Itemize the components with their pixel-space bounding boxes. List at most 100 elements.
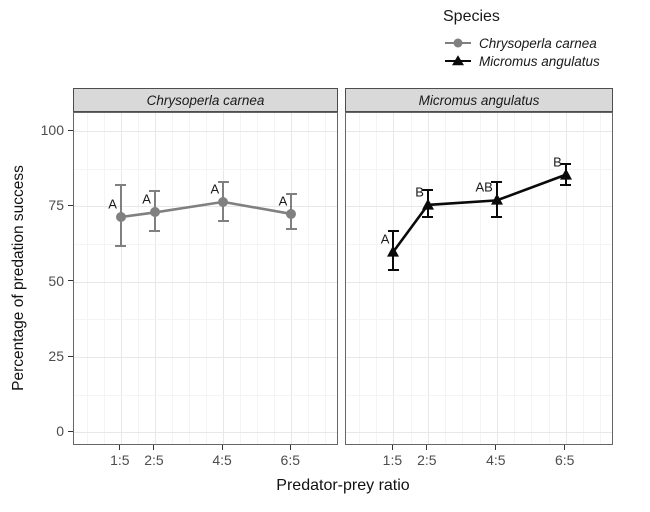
significance-letter: A xyxy=(142,191,151,207)
legend-title: Species xyxy=(443,8,500,25)
y-tick-mark xyxy=(68,129,73,131)
y-tick-label: 25 xyxy=(48,348,64,365)
gridline xyxy=(274,113,276,444)
error-bar-cap xyxy=(115,244,127,247)
error-bar-cap xyxy=(560,184,572,187)
error-bar-cap xyxy=(217,220,229,223)
facet-strip-label: Chrysoperla carnea xyxy=(146,92,265,108)
error-bar-cap xyxy=(422,215,434,218)
gridline xyxy=(74,357,337,359)
x-tick-mark xyxy=(289,445,291,450)
y-axis-title: Percentage of predation success xyxy=(10,165,27,391)
legend-label-chrysoperla: Chrysoperla carnea xyxy=(479,35,597,51)
gridline xyxy=(74,131,337,133)
gridline xyxy=(74,319,337,321)
significance-letter: A xyxy=(210,181,220,197)
gridline xyxy=(325,113,327,444)
error-bar-cap xyxy=(560,163,572,166)
error-bar-cap xyxy=(422,188,434,191)
significance-letter: B xyxy=(415,184,424,200)
gridline xyxy=(346,357,612,359)
gridline xyxy=(74,281,337,283)
gridline xyxy=(103,113,105,444)
x-tick-mark xyxy=(564,445,566,450)
gridline xyxy=(445,113,447,444)
x-tick-label: 1:5 xyxy=(110,452,130,468)
gridline xyxy=(462,113,464,444)
significance-letter: AB xyxy=(475,179,493,195)
error-bar-cap xyxy=(387,268,399,271)
facet-strip-label: Micromus angulatus xyxy=(418,92,540,108)
circle-line-key-icon xyxy=(443,34,473,52)
y-tick-label: 50 xyxy=(48,272,64,289)
significance-letter: A xyxy=(380,231,390,247)
gridline xyxy=(548,113,550,444)
gridline xyxy=(479,113,481,444)
x-tick-label: 4:5 xyxy=(212,452,232,468)
x-tick-mark xyxy=(495,445,497,450)
gridline xyxy=(240,113,242,444)
significance-letter: A xyxy=(278,193,288,209)
gridline xyxy=(346,244,612,246)
error-bar-cap xyxy=(149,229,161,232)
gridline xyxy=(427,113,429,444)
gridline xyxy=(74,168,337,170)
x-tick-label: 2:5 xyxy=(144,452,164,468)
gridline xyxy=(74,394,337,396)
gridline xyxy=(376,113,378,444)
x-tick-mark xyxy=(153,445,155,450)
x-tick-label: 4:5 xyxy=(486,452,506,468)
error-bar-cap xyxy=(217,181,229,184)
series-line xyxy=(392,173,567,253)
x-tick-label: 2:5 xyxy=(417,452,437,468)
data-point xyxy=(421,198,434,210)
gridline xyxy=(206,113,208,444)
plot-panel-micromus: A B AB B xyxy=(345,112,613,445)
data-point xyxy=(286,208,297,219)
facet-strip-chrysoperla: Chrysoperla carnea xyxy=(73,88,338,112)
gridline xyxy=(582,113,584,444)
legend: Species Chrysoperla carnea Micromus angu… xyxy=(443,8,600,70)
gridline xyxy=(74,206,337,208)
legend-item-chrysoperla: Chrysoperla carnea xyxy=(443,34,600,52)
error-bar-cap xyxy=(387,229,399,232)
y-tick-label: 75 xyxy=(48,197,64,214)
gridline xyxy=(496,113,498,444)
error-bar-cap xyxy=(285,228,297,231)
x-tick-label: 1:5 xyxy=(382,452,403,468)
x-tick-mark xyxy=(391,445,393,450)
gridline xyxy=(308,113,310,444)
gridline xyxy=(346,168,612,170)
data-point xyxy=(115,211,126,222)
gridline xyxy=(358,113,360,444)
gridline xyxy=(189,113,191,444)
y-tick-mark xyxy=(68,204,73,206)
gridline xyxy=(257,113,259,444)
data-point xyxy=(490,194,503,206)
error-bar-cap xyxy=(149,190,161,193)
error-bar-cap xyxy=(491,181,503,184)
gridline xyxy=(291,113,293,444)
gridline xyxy=(531,113,533,444)
significance-letter: A xyxy=(108,196,117,212)
x-tick-mark xyxy=(221,445,223,450)
gridline xyxy=(346,394,612,396)
gridline xyxy=(346,131,612,133)
gridline xyxy=(410,113,412,444)
series-line xyxy=(120,200,292,219)
gridline xyxy=(600,113,602,444)
triangle-line-key-icon xyxy=(443,52,473,70)
data-point xyxy=(218,196,229,207)
x-tick-mark xyxy=(119,445,121,450)
legend-item-micromus: Micromus angulatus xyxy=(443,52,600,70)
gridline xyxy=(346,319,612,321)
gridline xyxy=(171,113,173,444)
gridline xyxy=(223,113,225,444)
gridline xyxy=(74,432,337,434)
gridline xyxy=(154,113,156,444)
y-tick-mark xyxy=(68,280,73,282)
gridline xyxy=(346,281,612,283)
gridline xyxy=(565,113,567,444)
